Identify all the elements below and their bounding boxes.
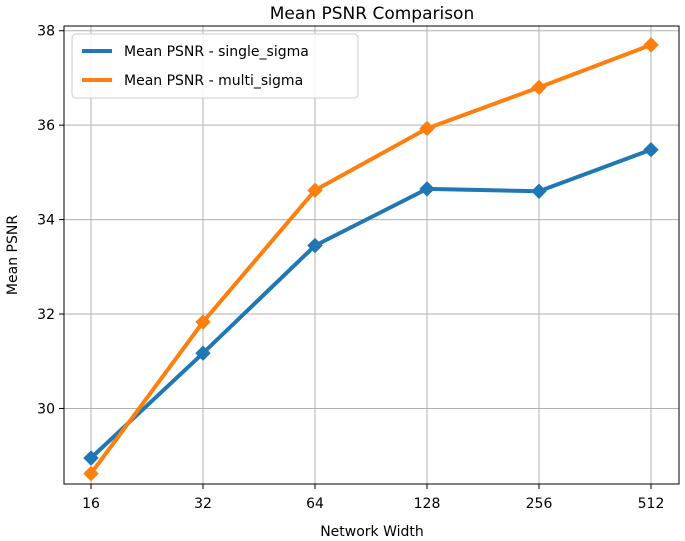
data-point-marker <box>307 237 323 254</box>
x-tick-label: 64 <box>306 496 324 512</box>
series-layer <box>83 37 659 482</box>
series-2 <box>83 37 659 482</box>
y-tick-label: 30 <box>37 401 55 417</box>
data-point-marker <box>307 182 323 199</box>
plot-frame <box>63 25 680 485</box>
y-tick-label: 32 <box>37 307 55 323</box>
y-axis-label: Mean PSNR <box>5 215 21 295</box>
legend-label: Mean PSNR - single_sigma <box>124 44 309 60</box>
series-1 <box>83 142 659 466</box>
data-point-marker <box>531 183 547 199</box>
data-point-marker <box>643 142 659 158</box>
grid-lines <box>64 26 679 484</box>
data-point-marker <box>83 465 99 482</box>
series-line <box>89 147 652 460</box>
x-axis-label: Network Width <box>320 524 424 540</box>
x-tick-label: 16 <box>82 496 100 512</box>
data-point-marker <box>419 181 435 197</box>
y-tick-label: 34 <box>37 213 55 229</box>
legend-label: Mean PSNR - multi_sigma <box>124 73 303 89</box>
chart-title: Mean PSNR Comparison <box>270 4 474 24</box>
legend-box <box>71 33 359 99</box>
series-line <box>89 43 652 475</box>
y-axis-ticks: 30 32 34 36 38 <box>37 24 64 417</box>
legend: Mean PSNR - single_sigma Mean PSNR - mult… <box>71 33 359 99</box>
data-point-marker <box>643 37 659 53</box>
y-tick-label: 36 <box>37 118 55 134</box>
data-point-marker <box>195 345 211 361</box>
data-point-marker <box>531 79 547 96</box>
data-point-marker <box>83 450 99 466</box>
data-point-marker <box>195 314 211 330</box>
x-axis-ticks: 16 32 64 128 256 512 <box>82 484 664 512</box>
x-tick-label: 32 <box>194 496 212 512</box>
data-point-marker <box>419 120 435 137</box>
x-tick-label: 128 <box>414 496 441 512</box>
y-tick-label: 38 <box>37 24 55 40</box>
x-tick-label: 512 <box>638 496 665 512</box>
x-tick-label: 256 <box>526 496 553 512</box>
